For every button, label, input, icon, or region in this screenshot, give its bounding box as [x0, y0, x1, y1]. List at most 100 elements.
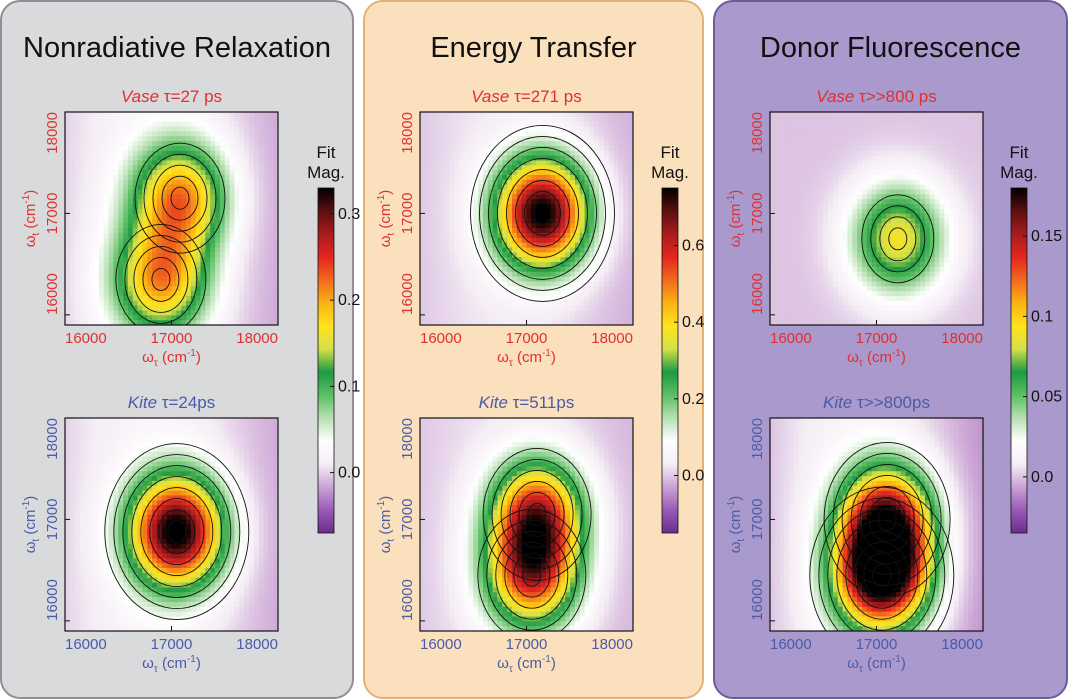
heatmap-cell — [176, 524, 182, 530]
heatmap-cell — [132, 505, 139, 511]
heatmap-cell — [137, 136, 144, 142]
heatmap-cell — [108, 208, 115, 215]
heatmap-cell — [200, 553, 206, 559]
heatmap-cell — [244, 141, 250, 147]
heatmap-cell — [181, 461, 187, 468]
heatmap-cell — [244, 471, 250, 477]
heatmap-cell — [215, 616, 221, 622]
heatmap-cell — [248, 300, 255, 307]
heatmap-cell — [108, 461, 115, 468]
heatmap-cell — [210, 116, 216, 123]
heatmap-cell — [147, 136, 153, 142]
heatmap-cell — [487, 155, 494, 162]
heatmap-cell — [200, 563, 206, 569]
heatmap-cell — [132, 606, 139, 613]
heatmap-cell — [248, 500, 255, 506]
heatmap-cell — [79, 587, 85, 593]
heatmap-cell — [424, 291, 431, 297]
heatmap-cell — [224, 286, 231, 292]
heatmap-cell — [89, 266, 95, 273]
heatmap-cell — [176, 466, 182, 472]
heatmap-cell — [210, 160, 216, 166]
heatmap-cell — [94, 242, 100, 249]
heatmap-cell — [239, 548, 245, 555]
heatmap-cell — [113, 160, 119, 166]
heatmap-cell — [147, 262, 153, 268]
heatmap-cell — [482, 286, 489, 292]
heatmap-cell — [176, 447, 182, 453]
heatmap-cell — [224, 281, 231, 287]
heatmap-cell — [502, 233, 508, 239]
heatmap-cell — [516, 286, 523, 292]
heatmap-cell — [229, 145, 236, 152]
heatmap-cell — [142, 427, 148, 434]
heatmap-cell — [263, 184, 269, 191]
heatmap-cell — [497, 194, 503, 200]
heatmap-cell — [108, 621, 115, 627]
heatmap-cell — [239, 252, 245, 258]
heatmap-cell — [526, 121, 532, 128]
heatmap-cell — [123, 281, 129, 287]
heatmap-cell — [229, 524, 236, 530]
heatmap-cell — [176, 271, 182, 278]
heatmap-cell — [147, 500, 153, 506]
heatmap-cell — [190, 418, 197, 424]
heatmap-cell — [127, 442, 134, 448]
heatmap-cell — [65, 320, 71, 325]
heatmap-cell — [215, 286, 221, 292]
heatmap-cell — [84, 558, 90, 564]
heatmap-cell — [113, 495, 119, 501]
heatmap-cell — [103, 606, 110, 613]
heatmap-cell — [215, 466, 221, 472]
heatmap-cell — [84, 505, 90, 511]
heatmap-cell — [253, 276, 260, 283]
heatmap-cell — [118, 480, 124, 487]
heatmap-cell — [65, 519, 71, 526]
heatmap-cell — [156, 563, 163, 569]
heatmap-cell — [84, 519, 90, 526]
heatmap-cell — [463, 126, 470, 132]
heatmap-cell — [147, 179, 153, 186]
heatmap-cell — [186, 500, 192, 506]
heatmap-cell — [113, 189, 119, 195]
heatmap-cell — [205, 276, 211, 283]
heatmap-cell — [171, 418, 177, 424]
heatmap-cell — [166, 558, 173, 564]
heatmap-cell — [137, 310, 144, 316]
heatmap-cell — [132, 208, 139, 215]
heatmap-cell — [229, 160, 236, 166]
heatmap-cell — [84, 514, 90, 521]
heatmap-cell — [147, 582, 153, 589]
heatmap-cell — [210, 252, 216, 258]
heatmap-cell — [219, 485, 226, 492]
heatmap-cell — [449, 320, 455, 325]
heatmap-cell — [239, 237, 245, 244]
heatmap-cell — [84, 194, 90, 200]
heatmap-cell — [152, 626, 158, 631]
heatmap-cell — [205, 519, 211, 526]
heatmap-cell — [263, 534, 269, 540]
heatmap-cell — [492, 237, 499, 244]
heatmap-cell — [468, 150, 474, 157]
heatmap-cell — [108, 582, 115, 589]
heatmap-cell — [127, 320, 134, 325]
heatmap-cell — [273, 126, 278, 132]
heatmap-cell — [521, 116, 528, 123]
heatmap-cell — [229, 242, 236, 249]
heatmap-cell — [531, 300, 537, 307]
heatmap-cell — [219, 247, 226, 253]
heatmap-cell — [244, 320, 250, 325]
heatmap-cell — [79, 509, 85, 516]
heatmap-cell — [439, 266, 445, 273]
heatmap-cell — [98, 592, 105, 598]
heatmap-cell — [516, 257, 523, 263]
heatmap-cell — [439, 257, 445, 263]
heatmap-cell — [521, 145, 528, 152]
heatmap-cell — [84, 165, 90, 171]
heatmap-cell — [200, 194, 206, 200]
heatmap-cell — [200, 582, 206, 589]
heatmap-cell — [268, 466, 274, 472]
heatmap-cell — [224, 218, 231, 224]
heatmap-cell — [84, 305, 90, 312]
heatmap-cell — [176, 480, 182, 487]
